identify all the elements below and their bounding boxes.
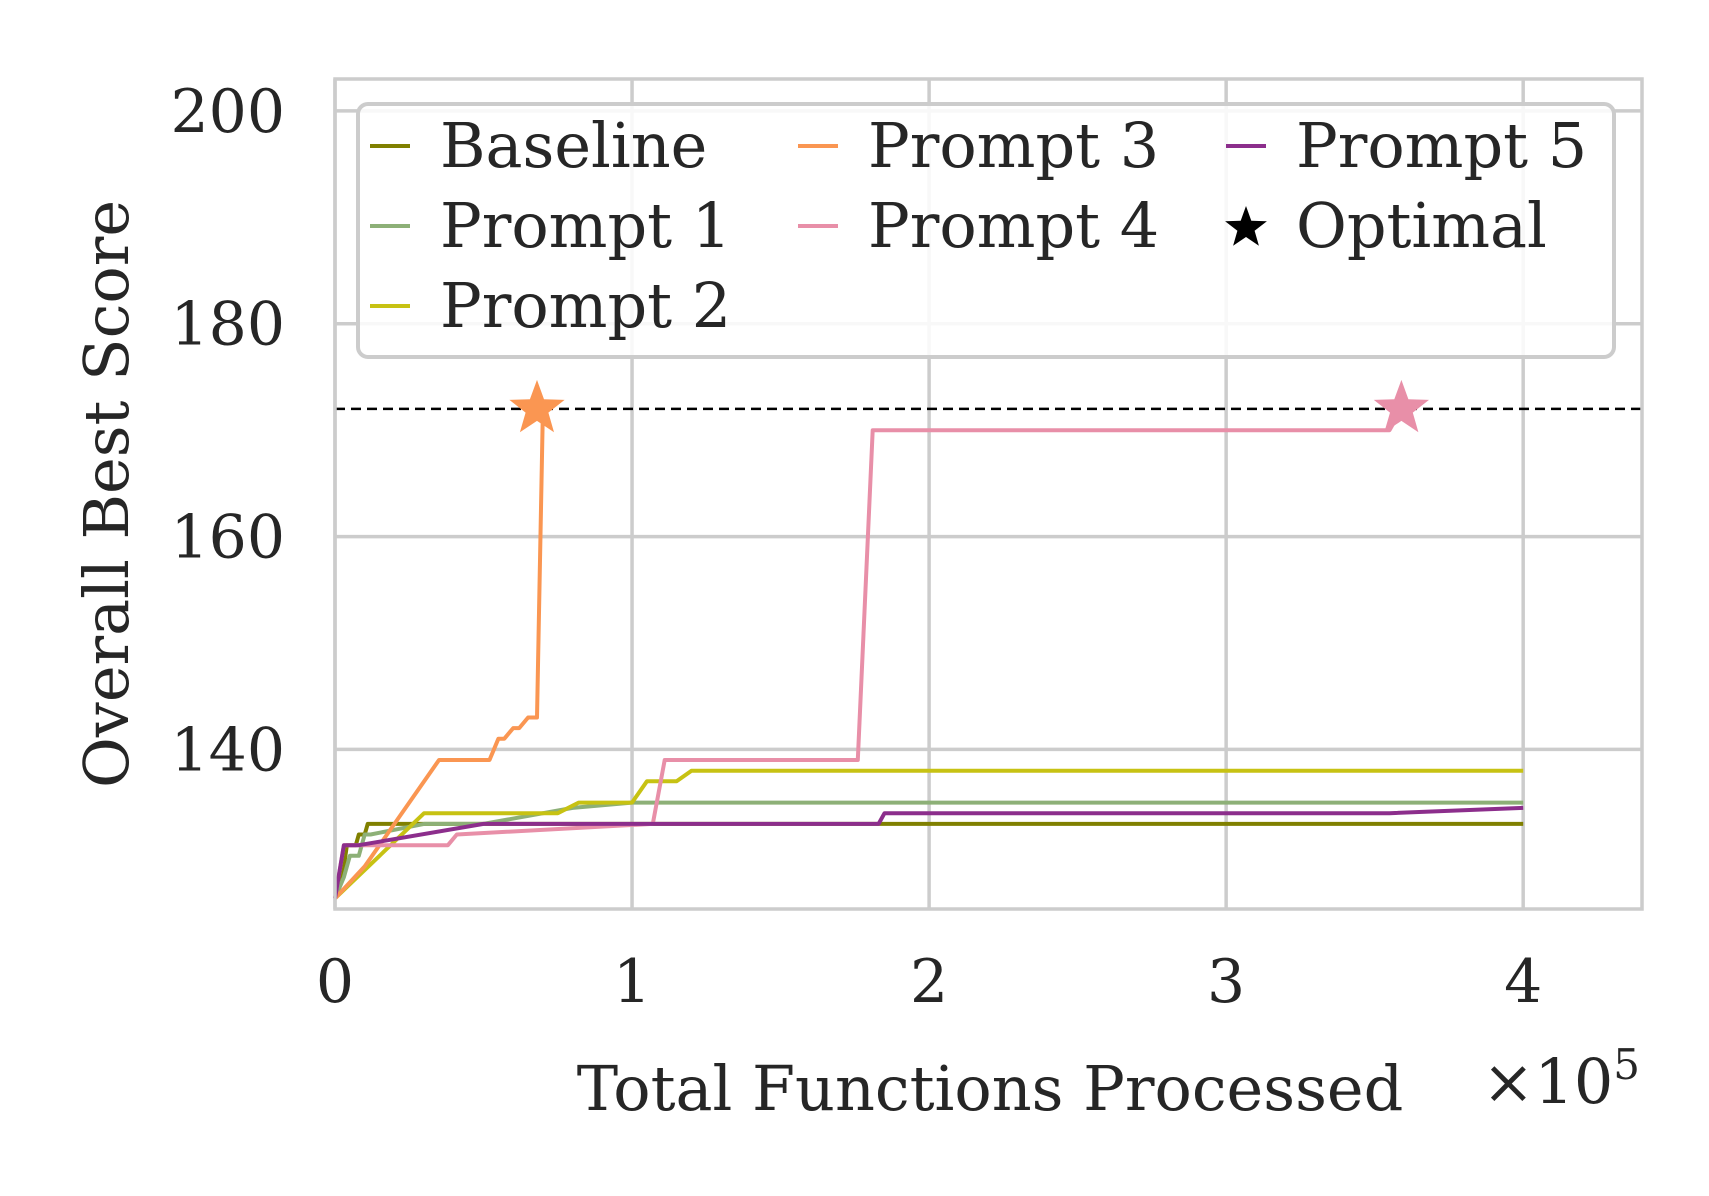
legend-item-prompt-2: Prompt 2 xyxy=(370,269,731,342)
series-line-prompt-3 xyxy=(333,408,545,900)
x-tick-label: 1 xyxy=(613,947,651,1017)
series-layer xyxy=(333,407,1524,900)
legend-item-optimal: Optimal xyxy=(1225,189,1547,262)
legend-label: Optimal xyxy=(1296,189,1547,262)
y-tick-labels: 140 160 180 200 xyxy=(170,77,285,785)
legend-label: Prompt 2 xyxy=(440,269,731,342)
x-tick-label: 0 xyxy=(316,947,354,1017)
legend-item-prompt-1: Prompt 1 xyxy=(370,189,731,262)
legend-label: Baseline xyxy=(440,109,707,182)
y-axis-title: Overall Best Score xyxy=(70,200,143,788)
legend-label: Prompt 4 xyxy=(868,189,1159,262)
x-tick-label: 2 xyxy=(910,947,948,1017)
plot-frame xyxy=(333,77,1644,911)
x-tick-label: 3 xyxy=(1207,947,1245,1017)
legend-label: Prompt 5 xyxy=(1296,109,1587,182)
legend-label: Prompt 3 xyxy=(868,109,1159,182)
legend-label: Prompt 1 xyxy=(440,189,731,262)
x-tick-label: 4 xyxy=(1504,947,1542,1017)
optimal-marker-prompt-4 xyxy=(1373,379,1429,433)
legend-item-prompt-5: Prompt 5 xyxy=(1226,109,1587,182)
legend-box xyxy=(356,102,1616,359)
y-tick-label: 140 xyxy=(170,715,285,785)
y-tick-label: 160 xyxy=(170,503,285,573)
x-multiplier-base: ×10 xyxy=(1482,1045,1613,1118)
star-icon xyxy=(1225,206,1267,246)
y-tick-label: 200 xyxy=(170,77,285,147)
x-axis-title: Total Functions Processed xyxy=(577,1052,1404,1125)
series-line-prompt-2 xyxy=(333,768,1524,900)
x-axis-multiplier: ×105 xyxy=(1482,1040,1640,1118)
x-tick-labels: 0 1 2 3 4 xyxy=(316,947,1542,1017)
marker-layer xyxy=(509,379,1429,433)
y-tick-label: 180 xyxy=(170,290,285,360)
optimal-marker-prompt-3 xyxy=(509,379,565,433)
legend-item-prompt-4: Prompt 4 xyxy=(798,189,1159,262)
legend-item-prompt-3: Prompt 3 xyxy=(798,109,1159,182)
x-multiplier-exponent: 5 xyxy=(1613,1040,1640,1089)
series-line-prompt-5 xyxy=(333,805,1524,899)
series-line-prompt-1 xyxy=(333,800,1524,900)
legend-item-baseline: Baseline xyxy=(370,109,707,182)
